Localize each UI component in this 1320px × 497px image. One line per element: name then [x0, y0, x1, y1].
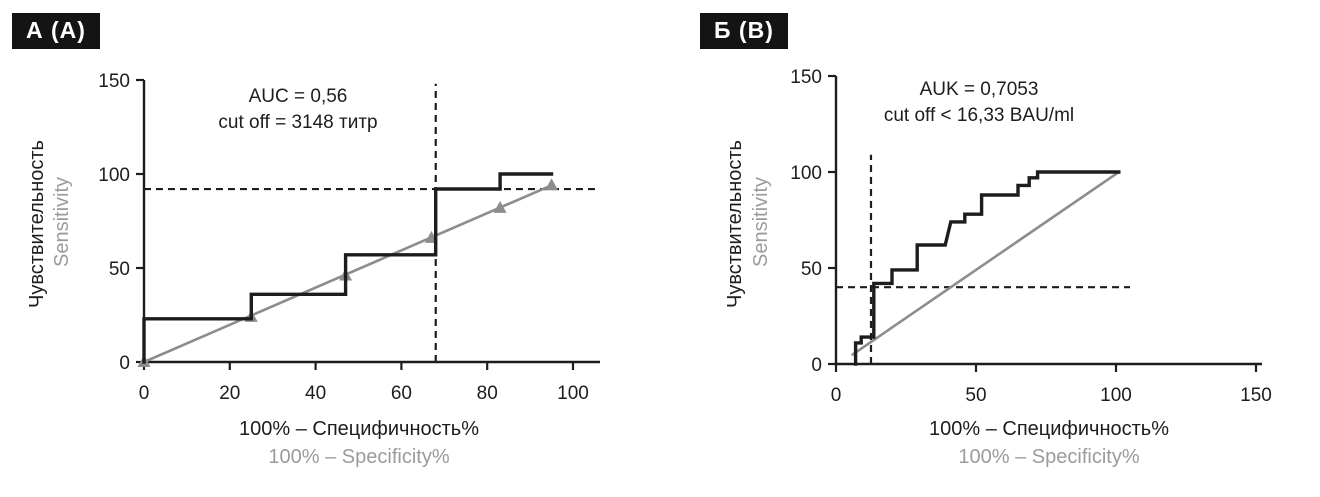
y-axis-label-en-b: Sensitivity [750, 176, 772, 268]
x-tick-label: 0 [831, 385, 842, 406]
auc-value-b: AUK = 0,7053 [919, 79, 1039, 100]
triangle-marker [545, 178, 559, 191]
auc-value-a: AUC = 0,56 [248, 86, 348, 107]
x-axis-label-ru-a: 100% – Специфичность% [239, 418, 479, 440]
cutoff-value-b: cut off < 16,33 BAU/ml [883, 105, 1075, 126]
x-tick-label: 50 [965, 385, 986, 406]
x-axis-label-en-a: 100% – Specificity% [268, 446, 450, 468]
y-tick-label: 50 [109, 259, 130, 280]
reference-diagonal [850, 170, 1121, 357]
y-tick-label: 100 [790, 163, 822, 184]
x-tick-label: 60 [391, 383, 412, 404]
roc-step-curve [142, 172, 554, 364]
y-tick-label: 0 [811, 355, 822, 376]
x-tick-label: 80 [477, 383, 498, 404]
x-tick-label: 20 [219, 383, 240, 404]
y-tick-label: 0 [119, 353, 130, 374]
x-tick-label: 100 [557, 383, 589, 404]
annotation-a: AUC = 0,56 cut off = 3148 титр [218, 84, 377, 136]
y-tick-label: 100 [98, 165, 130, 186]
annotation-b: AUK = 0,7053 cut off < 16,33 BAU/ml [884, 77, 1074, 129]
x-tick-label: 100 [1100, 385, 1132, 406]
panel-label-a: А (A) [12, 13, 100, 49]
roc-step-curve [853, 170, 1121, 366]
y-tick-label: 150 [98, 71, 130, 92]
cutoff-value-a: cut off = 3148 титр [218, 112, 378, 133]
x-tick-label: 0 [139, 383, 150, 404]
y-axis-label-en-a: Sensitivity [51, 176, 73, 268]
y-axis-label-ru-b: Чувствительность [724, 140, 746, 308]
y-tick-label: 50 [801, 259, 822, 280]
y-tick-label: 150 [790, 67, 822, 88]
triangle-marker [493, 200, 507, 213]
panel-label-b: Б (B) [700, 13, 788, 49]
x-axis-label-ru-b: 100% – Специфичность% [929, 418, 1169, 440]
x-tick-label: 40 [305, 383, 326, 404]
y-axis-label-ru-a: Чувствительность [26, 140, 48, 308]
x-axis-label-en-b: 100% – Specificity% [958, 446, 1140, 468]
x-tick-label: 150 [1240, 385, 1272, 406]
